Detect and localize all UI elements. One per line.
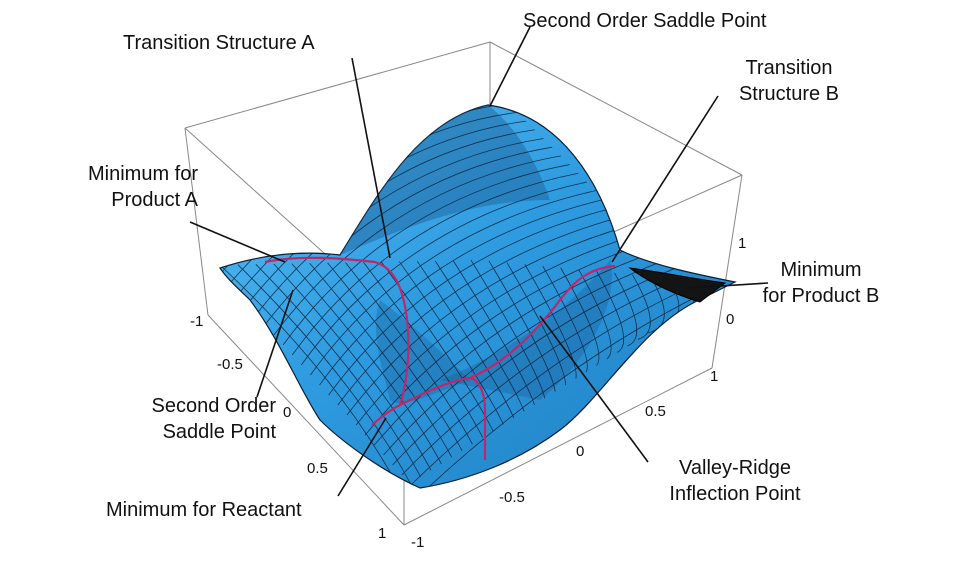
leader-saddle-left	[256, 289, 294, 398]
tick-vertical-1: 1	[738, 235, 747, 252]
mesh-line	[355, 233, 640, 426]
leader-saddle-top	[489, 26, 531, 107]
product-b-lobe	[628, 267, 727, 303]
mesh-line	[282, 164, 570, 346]
leader-reactant	[337, 417, 387, 497]
surface-mesh	[220, 105, 735, 488]
mesh-line	[560, 267, 600, 366]
tick-left-05: 0.5	[307, 460, 328, 477]
mesh-line	[237, 264, 411, 484]
label-minimum-product-b: Minimum for Product B	[736, 257, 906, 309]
tick-left-1: 1	[378, 525, 387, 542]
leader-lines	[189, 26, 769, 497]
mesh-line	[273, 155, 561, 336]
mesh-line	[392, 268, 675, 466]
label-transition-structure-a: Transition Structure A	[123, 32, 315, 54]
energy-surface	[219, 104, 737, 489]
mesh-line	[327, 262, 463, 451]
label-minimum-product-b-line1: Minimum	[780, 259, 862, 281]
mesh-line	[273, 263, 432, 471]
label-minimum-product-a: Minimum for Product A	[28, 161, 198, 213]
label-second-order-saddle-left-line1: Second Order	[151, 395, 276, 417]
tick-front-neg05: -0.5	[499, 489, 525, 506]
label-second-order-saddle-left-line2: Saddle Point	[162, 421, 276, 443]
mesh-line	[337, 216, 622, 406]
mesh-line	[374, 251, 657, 446]
mesh-line	[488, 260, 556, 392]
mesh-line	[220, 264, 401, 488]
tick-vertical-0: 0	[726, 311, 735, 328]
tick-front-1: 1	[710, 368, 719, 385]
mesh-line	[363, 261, 484, 438]
mesh-line	[300, 181, 588, 366]
leader-transition-b	[611, 95, 719, 263]
mesh-line	[364, 242, 648, 436]
mesh-line	[614, 272, 638, 347]
mesh-line	[291, 172, 579, 356]
mesh-line	[319, 198, 605, 386]
mesh-line	[416, 260, 515, 419]
label-second-order-saddle-top: Second Order Saddle Point	[523, 10, 767, 32]
mesh-line	[255, 264, 422, 478]
mesh-line	[345, 262, 473, 445]
label-valley-ridge: Valley-Ridge Inflection Point	[640, 455, 830, 507]
tick-left-neg05: -0.5	[217, 356, 243, 373]
label-minimum-product-b-line2: for Product B	[762, 285, 880, 307]
leader-transition-a	[351, 57, 391, 259]
mesh-line	[291, 263, 442, 464]
label-second-order-saddle-left: Second Order Saddle Point	[96, 393, 276, 445]
tick-left-0: 0	[283, 404, 292, 421]
reaction-path	[264, 256, 616, 460]
mesh-line	[542, 265, 588, 373]
label-minimum-product-a-line2: Product A	[111, 189, 198, 211]
label-transition-structure-b: Transition Structure B	[714, 55, 864, 107]
tick-front-0: 0	[576, 443, 585, 460]
mesh-line	[648, 276, 665, 334]
mesh-line	[524, 264, 577, 379]
mesh-line	[452, 260, 535, 405]
label-minimum-product-a-line1: Minimum for	[87, 163, 198, 185]
mesh-line	[434, 260, 525, 412]
leader-valley-ridge	[539, 315, 649, 463]
tick-front-05: 0.5	[645, 403, 666, 420]
tick-front-neg1: -1	[411, 534, 425, 551]
mesh-line	[309, 263, 453, 458]
leader-product-a	[189, 221, 286, 263]
surface-body	[219, 104, 737, 489]
mesh-line	[310, 190, 596, 376]
label-minimum-reactant: Minimum for Reactant	[106, 499, 302, 521]
tick-left-neg1: -1	[190, 313, 204, 330]
mesh-line	[328, 207, 614, 396]
mesh-line	[506, 262, 566, 386]
mesh-line	[470, 259, 546, 399]
mesh-line	[419, 294, 701, 488]
leader-product-b	[689, 282, 769, 289]
label-transition-structure-b-line2: Structure B	[738, 83, 840, 105]
mesh-line	[596, 271, 625, 353]
mesh-line	[346, 225, 631, 416]
mesh-line	[632, 274, 651, 340]
mesh-line	[255, 138, 544, 316]
label-transition-structure-b-line1: Transition	[745, 57, 833, 79]
mesh-line	[398, 261, 504, 425]
label-valley-ridge-line1: Valley-Ridge	[679, 457, 791, 479]
label-valley-ridge-line2: Inflection Point	[669, 483, 801, 505]
mesh-line	[578, 269, 612, 360]
